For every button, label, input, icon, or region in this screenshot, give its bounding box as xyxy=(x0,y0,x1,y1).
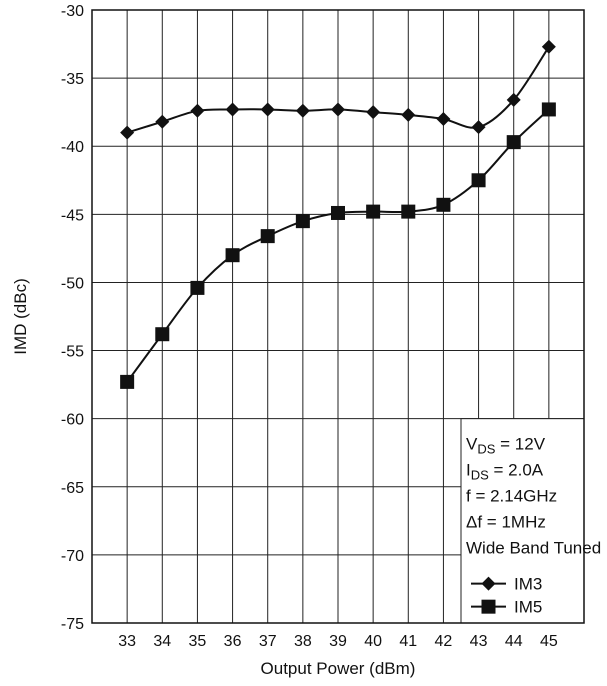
x-tick-label: 40 xyxy=(364,633,382,650)
series-im3 xyxy=(120,39,556,140)
x-tick-label: 38 xyxy=(294,633,312,650)
x-tick-label: 41 xyxy=(399,633,417,650)
ids-subscript: DS xyxy=(471,468,489,483)
legend-label-im3: IM3 xyxy=(514,575,542,594)
legend-marker-im3 xyxy=(481,576,496,591)
point-im5 xyxy=(295,214,310,229)
point-im3 xyxy=(436,111,451,126)
point-im3 xyxy=(506,92,521,107)
ids-main: I xyxy=(466,461,471,480)
x-tick-label: 42 xyxy=(435,633,453,650)
y-tick-label: -45 xyxy=(61,207,84,224)
vds-main: V xyxy=(466,435,478,454)
x-tick-label: 44 xyxy=(505,633,523,650)
point-im3 xyxy=(366,105,381,120)
point-im5 xyxy=(331,205,345,220)
y-tick-labels: -30 -35 -40 -45 -50 -55 -60 -65 -70 -75 xyxy=(61,3,84,633)
y-tick-label: -55 xyxy=(61,344,84,361)
point-im3 xyxy=(331,102,345,117)
point-im5 xyxy=(260,229,275,244)
point-im5 xyxy=(401,204,416,219)
annotation-frequency: f = 2.14GHz xyxy=(466,487,557,506)
point-im5 xyxy=(225,248,240,263)
legend-marker-im5 xyxy=(481,599,496,614)
point-im3 xyxy=(120,125,135,140)
x-tick-label: 36 xyxy=(224,633,242,650)
point-im5 xyxy=(436,197,451,212)
point-im3 xyxy=(471,120,486,135)
legend-annotations: VDS = 12V IDS = 2.0A f = 2.14GHz Δf = 1M… xyxy=(466,435,601,558)
y-tick-label: -60 xyxy=(61,412,84,429)
ids-value: = 2.0A xyxy=(489,461,544,480)
point-im3 xyxy=(260,102,275,117)
y-tick-label: -35 xyxy=(61,71,84,88)
point-im5 xyxy=(471,173,486,188)
point-im3 xyxy=(401,107,416,122)
annotation-delta-f: Δf = 1MHz xyxy=(466,513,546,532)
vds-subscript: DS xyxy=(477,442,495,457)
x-tick-labels: 33 34 35 36 37 38 39 40 41 42 43 44 45 xyxy=(118,633,558,650)
point-im3 xyxy=(190,103,205,118)
x-tick-label: 45 xyxy=(540,633,558,650)
point-im5 xyxy=(155,327,170,342)
annotation-vds: VDS = 12V xyxy=(466,435,546,457)
point-im5 xyxy=(506,135,521,150)
y-axis-title: IMD (dBc) xyxy=(11,278,30,355)
point-im5 xyxy=(366,204,381,219)
point-im3 xyxy=(541,39,556,54)
series xyxy=(120,39,556,389)
y-tick-label: -65 xyxy=(61,480,84,497)
y-tick-label: -30 xyxy=(61,3,84,20)
legend-box xyxy=(460,418,585,624)
point-im3 xyxy=(295,103,310,118)
x-axis-title: Output Power (dBm) xyxy=(261,659,416,678)
point-im5 xyxy=(190,280,205,295)
y-tick-label: -50 xyxy=(61,275,84,292)
x-tick-label: 35 xyxy=(189,633,207,650)
y-tick-label: -75 xyxy=(61,616,84,633)
x-tick-label: 37 xyxy=(259,633,277,650)
y-tick-label: -40 xyxy=(61,139,84,156)
annotation-tuning: Wide Band Tuned xyxy=(466,539,601,558)
annotation-ids: IDS = 2.0A xyxy=(466,461,544,483)
legend-label-im5: IM5 xyxy=(514,598,542,617)
point-im5 xyxy=(120,374,135,389)
x-tick-label: 39 xyxy=(329,633,347,650)
x-tick-label: 43 xyxy=(470,633,488,650)
x-tick-label: 34 xyxy=(153,633,171,650)
point-im3 xyxy=(225,102,240,117)
point-im5 xyxy=(541,102,556,117)
series-im5 xyxy=(120,102,556,389)
plot-border xyxy=(91,9,585,624)
point-im3 xyxy=(155,114,170,129)
vds-value: = 12V xyxy=(495,435,545,454)
y-tick-label: -70 xyxy=(61,548,84,565)
x-tick-label: 33 xyxy=(118,633,136,650)
